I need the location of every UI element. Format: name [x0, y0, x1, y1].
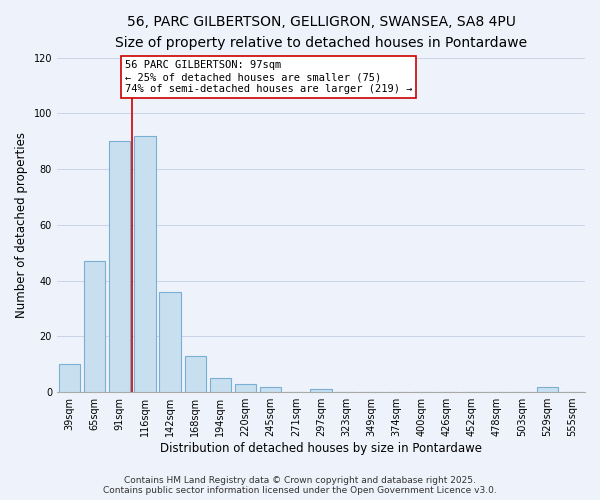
Bar	[310, 390, 332, 392]
Bar	[109, 142, 130, 392]
Text: 56 PARC GILBERTSON: 97sqm
← 25% of detached houses are smaller (75)
74% of semi-: 56 PARC GILBERTSON: 97sqm ← 25% of detac…	[125, 60, 412, 94]
Bar	[134, 136, 155, 392]
X-axis label: Distribution of detached houses by size in Pontardawe: Distribution of detached houses by size …	[160, 442, 482, 455]
Bar	[209, 378, 231, 392]
Bar	[185, 356, 206, 392]
Bar	[536, 386, 558, 392]
Bar	[59, 364, 80, 392]
Bar	[235, 384, 256, 392]
Y-axis label: Number of detached properties: Number of detached properties	[15, 132, 28, 318]
Bar	[160, 292, 181, 392]
Bar	[84, 261, 106, 392]
Text: Contains HM Land Registry data © Crown copyright and database right 2025.
Contai: Contains HM Land Registry data © Crown c…	[103, 476, 497, 495]
Bar	[260, 386, 281, 392]
Title: 56, PARC GILBERTSON, GELLIGRON, SWANSEA, SA8 4PU
Size of property relative to de: 56, PARC GILBERTSON, GELLIGRON, SWANSEA,…	[115, 15, 527, 50]
